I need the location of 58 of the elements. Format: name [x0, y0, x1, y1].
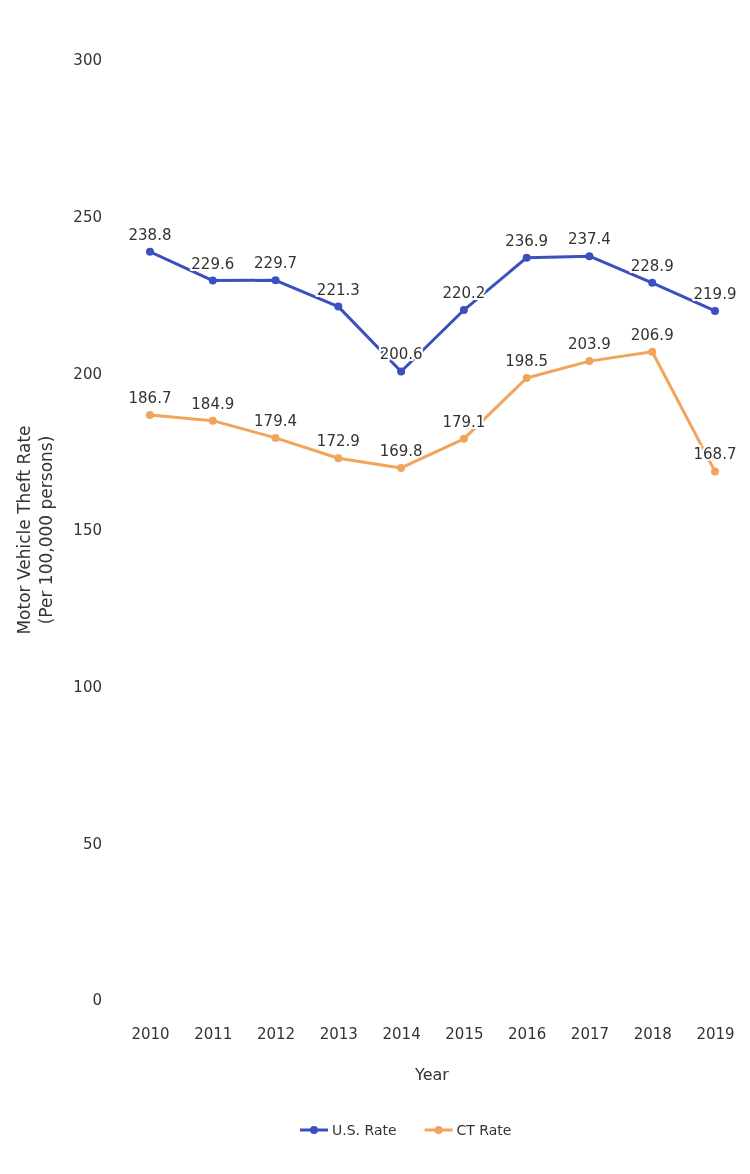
point: [334, 454, 343, 463]
x-tick-label: 2017: [570, 1024, 610, 1043]
x-tick-label: 2011: [194, 1024, 233, 1043]
point: [522, 253, 531, 262]
data-label: 228.9: [630, 256, 674, 275]
data-label: 221.3: [316, 280, 360, 299]
data-label: 220.2: [442, 284, 486, 303]
data-label: 237.4: [567, 230, 611, 249]
point: [522, 374, 531, 383]
point: [208, 276, 217, 285]
y-tick-label: 50: [82, 834, 102, 853]
x-tick-label: 2015: [445, 1024, 484, 1043]
x-tick-label: 2013: [319, 1024, 358, 1043]
y-tick-label: 0: [92, 991, 102, 1010]
x-tick-label: 2018: [633, 1024, 672, 1043]
y-tick-label: 200: [73, 364, 102, 383]
y-tick-label: 300: [73, 51, 102, 70]
point: [334, 302, 343, 311]
point: [585, 252, 594, 261]
legend-label: CT Rate: [456, 1122, 512, 1138]
x-tick-label: 2019: [696, 1024, 735, 1043]
data-label: 229.7: [254, 254, 298, 273]
x-tick-label: 2010: [131, 1024, 170, 1043]
y-axis-title: Motor Vehicle Theft Rate (Per 100,000 persons): [14, 425, 56, 635]
data-label: 198.5: [505, 352, 549, 371]
x-axis-title: Year: [414, 1065, 450, 1084]
legend-label: U.S. Rate: [332, 1122, 397, 1138]
data-label: 179.4: [254, 411, 298, 430]
point: [397, 463, 406, 472]
point: [146, 411, 154, 419]
data-label: 219.9: [693, 284, 737, 303]
data-label: 203.9: [567, 335, 611, 354]
x-tick-label: 2016: [508, 1024, 547, 1043]
point: [585, 357, 594, 366]
x-tick-label: 2012: [256, 1024, 296, 1043]
data-label: 172.9: [316, 432, 360, 451]
y-tick-label: 150: [73, 521, 102, 540]
point: [271, 276, 280, 285]
y-tick-label: 250: [73, 207, 102, 226]
point: [146, 247, 154, 256]
data-label: 169.8: [379, 441, 423, 460]
data-label: 184.9: [191, 394, 235, 413]
x-tick-label: 2014: [382, 1024, 421, 1043]
data-label: 229.6: [191, 254, 235, 273]
data-label: 236.9: [505, 231, 549, 250]
point: [271, 433, 280, 442]
point: [711, 467, 719, 476]
point: [711, 307, 719, 315]
point: [459, 434, 468, 443]
data-label: 238.8: [128, 225, 172, 244]
point: [459, 306, 468, 315]
point: [208, 416, 217, 425]
point: [648, 278, 657, 287]
data-label: 186.7: [128, 389, 172, 408]
data-label: 206.9: [630, 325, 674, 344]
point: [397, 367, 406, 376]
point: [648, 347, 657, 356]
y-tick-label: 100: [73, 677, 102, 696]
